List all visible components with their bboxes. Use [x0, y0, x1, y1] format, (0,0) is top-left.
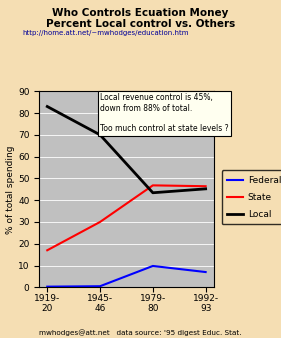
Legend: Federal, State, Local: Federal, State, Local [221, 170, 281, 224]
Text: Local revenue control is 45%,
down from 88% of total.

Too much control at state: Local revenue control is 45%, down from … [100, 93, 229, 134]
Text: Who Controls Ecuation Money: Who Controls Ecuation Money [52, 8, 229, 19]
Text: http://home.att.net/~mwhodges/education.htm: http://home.att.net/~mwhodges/education.… [22, 30, 189, 36]
Text: mwhodges@att.net   data source: '95 digest Educ. Stat.: mwhodges@att.net data source: '95 digest… [39, 330, 242, 336]
Y-axis label: % of total spending: % of total spending [6, 145, 15, 234]
Text: Percent Local control vs. Others: Percent Local control vs. Others [46, 19, 235, 29]
